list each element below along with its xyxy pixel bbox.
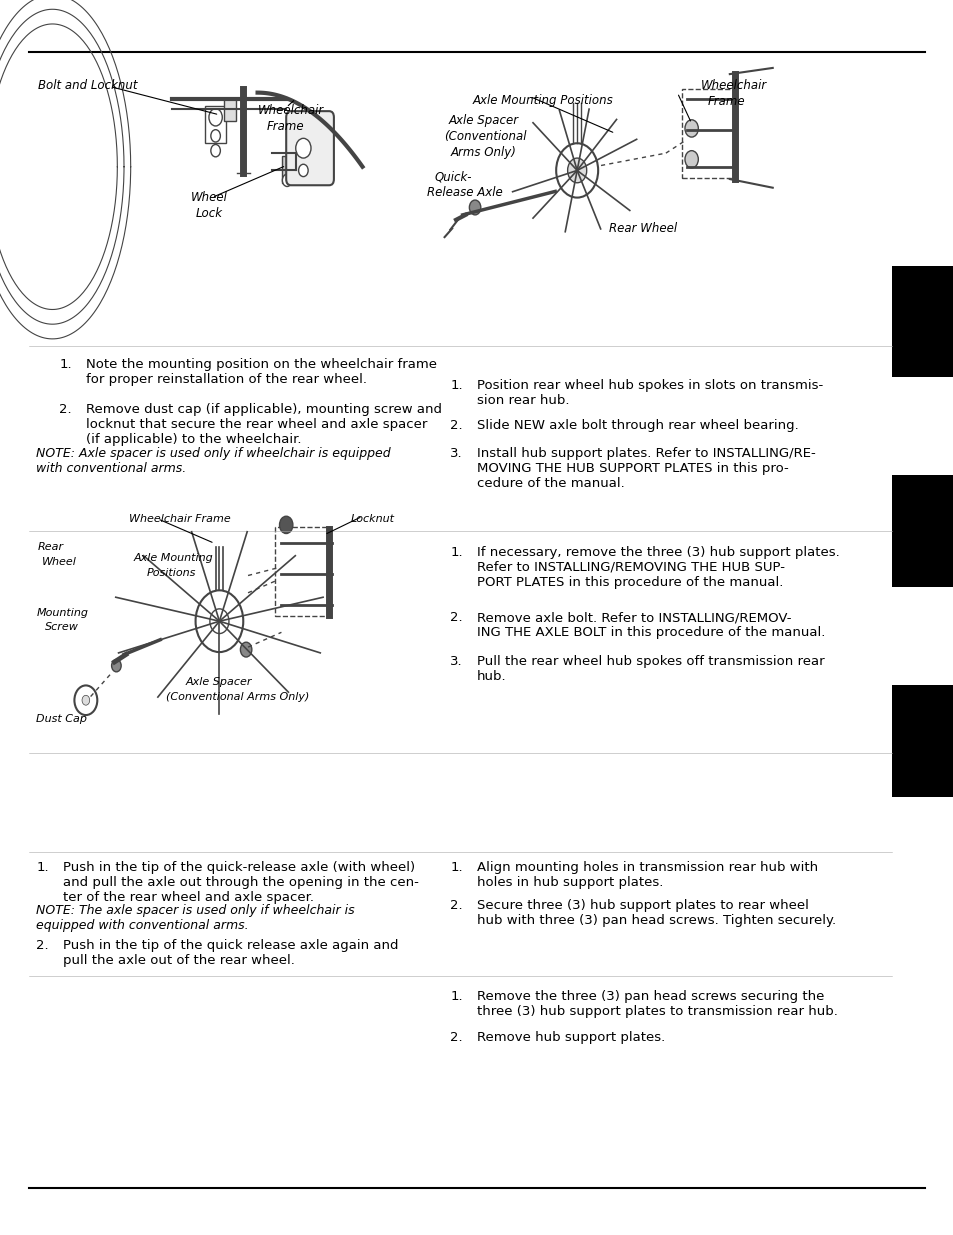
Text: Slide NEW axle bolt through rear wheel bearing.: Slide NEW axle bolt through rear wheel b… — [476, 419, 798, 432]
Bar — [282, 156, 292, 183]
Text: Wheelchair: Wheelchair — [257, 104, 323, 117]
Text: Frame: Frame — [707, 95, 744, 109]
Circle shape — [82, 695, 90, 705]
Text: Wheel: Wheel — [42, 557, 77, 567]
Text: 2.: 2. — [450, 611, 462, 625]
Text: Secure three (3) hub support plates to rear wheel
hub with three (3) pan head sc: Secure three (3) hub support plates to r… — [476, 899, 835, 927]
FancyBboxPatch shape — [286, 111, 334, 185]
Text: Screw: Screw — [45, 622, 79, 632]
Circle shape — [240, 642, 252, 657]
Bar — [274, 527, 330, 616]
Text: Position rear wheel hub spokes in slots on transmis-
sion rear hub.: Position rear wheel hub spokes in slots … — [476, 379, 822, 408]
Circle shape — [567, 158, 586, 183]
Bar — [891, 685, 953, 797]
Text: If necessary, remove the three (3) hub support plates.
Refer to INSTALLING/REMOV: If necessary, remove the three (3) hub s… — [476, 546, 839, 589]
Text: Axle Mounting: Axle Mounting — [133, 553, 213, 563]
Text: NOTE: Axle spacer is used only if wheelchair is equipped
with conventional arms.: NOTE: Axle spacer is used only if wheelc… — [36, 447, 391, 475]
Text: Remove dust cap (if applicable), mounting screw and
locknut that secure the rear: Remove dust cap (if applicable), mountin… — [86, 403, 441, 446]
Bar — [205, 106, 226, 143]
Text: Dust Cap: Dust Cap — [36, 714, 87, 724]
Text: 1.: 1. — [450, 861, 462, 874]
Text: Axle Mounting Positions: Axle Mounting Positions — [472, 94, 613, 107]
Text: Note the mounting position on the wheelchair frame
for proper reinstallation of : Note the mounting position on the wheelc… — [86, 358, 436, 387]
Circle shape — [684, 151, 698, 168]
Text: 2.: 2. — [450, 419, 462, 432]
Text: Axle Spacer: Axle Spacer — [186, 677, 253, 687]
Text: Rear: Rear — [38, 542, 64, 552]
Text: Rear Wheel: Rear Wheel — [608, 222, 676, 236]
Circle shape — [211, 130, 220, 142]
Text: Arms Only): Arms Only) — [450, 146, 516, 159]
Text: Wheel: Wheel — [191, 191, 228, 205]
Bar — [224, 99, 235, 121]
Text: Remove the three (3) pan head screws securing the
three (3) hub support plates t: Remove the three (3) pan head screws sec… — [476, 990, 837, 1019]
Text: 1.: 1. — [450, 990, 462, 1004]
Text: 3.: 3. — [450, 447, 462, 461]
Text: Bolt and Locknut: Bolt and Locknut — [38, 79, 137, 93]
Text: (Conventional: (Conventional — [444, 130, 526, 143]
Text: NOTE: The axle spacer is used only if wheelchair is
equipped with conventional a: NOTE: The axle spacer is used only if wh… — [36, 904, 355, 932]
Bar — [891, 475, 953, 587]
Circle shape — [279, 516, 293, 534]
Text: 1.: 1. — [36, 861, 49, 874]
Bar — [891, 266, 953, 377]
Text: 1.: 1. — [59, 358, 71, 372]
Circle shape — [469, 200, 480, 215]
Text: Remove hub support plates.: Remove hub support plates. — [476, 1031, 664, 1045]
Text: Wheelchair Frame: Wheelchair Frame — [129, 514, 231, 524]
Circle shape — [209, 109, 222, 126]
Text: Pull the rear wheel hub spokes off transmission rear
hub.: Pull the rear wheel hub spokes off trans… — [476, 655, 823, 683]
Text: Install hub support plates. Refer to INSTALLING/RE-
MOVING THE HUB SUPPORT PLATE: Install hub support plates. Refer to INS… — [476, 447, 815, 490]
Text: Remove axle bolt. Refer to INSTALLING/REMOV-
ING THE AXLE BOLT in this procedure: Remove axle bolt. Refer to INSTALLING/RE… — [476, 611, 824, 640]
Circle shape — [211, 144, 220, 157]
Circle shape — [282, 174, 292, 186]
Text: Positions: Positions — [147, 568, 196, 578]
Text: Locknut: Locknut — [351, 514, 395, 524]
Text: Align mounting holes in transmission rear hub with
holes in hub support plates.: Align mounting holes in transmission rea… — [476, 861, 818, 889]
Circle shape — [112, 659, 121, 672]
Circle shape — [295, 138, 311, 158]
Text: Quick-: Quick- — [434, 170, 471, 184]
Text: 2.: 2. — [36, 939, 49, 952]
Text: Axle Spacer: Axle Spacer — [448, 114, 518, 127]
Text: 1.: 1. — [450, 379, 462, 393]
Circle shape — [556, 143, 598, 198]
Text: 2.: 2. — [450, 899, 462, 913]
Text: Wheelchair: Wheelchair — [700, 79, 766, 93]
Circle shape — [210, 609, 229, 634]
Text: Push in the tip of the quick release axle again and
pull the axle out of the rea: Push in the tip of the quick release axl… — [63, 939, 398, 967]
Text: (Conventional Arms Only): (Conventional Arms Only) — [166, 692, 309, 701]
Text: 2.: 2. — [59, 403, 71, 416]
Text: Mounting: Mounting — [36, 608, 89, 618]
Circle shape — [684, 120, 698, 137]
Text: Lock: Lock — [195, 207, 222, 221]
Circle shape — [195, 590, 243, 652]
Text: Frame: Frame — [267, 120, 304, 133]
Bar — [681, 89, 734, 178]
Text: Push in the tip of the quick-release axle (with wheel)
and pull the axle out thr: Push in the tip of the quick-release axl… — [63, 861, 418, 904]
Text: 1.: 1. — [450, 546, 462, 559]
Text: 3.: 3. — [450, 655, 462, 668]
Text: 2.: 2. — [450, 1031, 462, 1045]
Circle shape — [74, 685, 97, 715]
Circle shape — [298, 164, 308, 177]
Text: Release Axle: Release Axle — [427, 186, 502, 200]
